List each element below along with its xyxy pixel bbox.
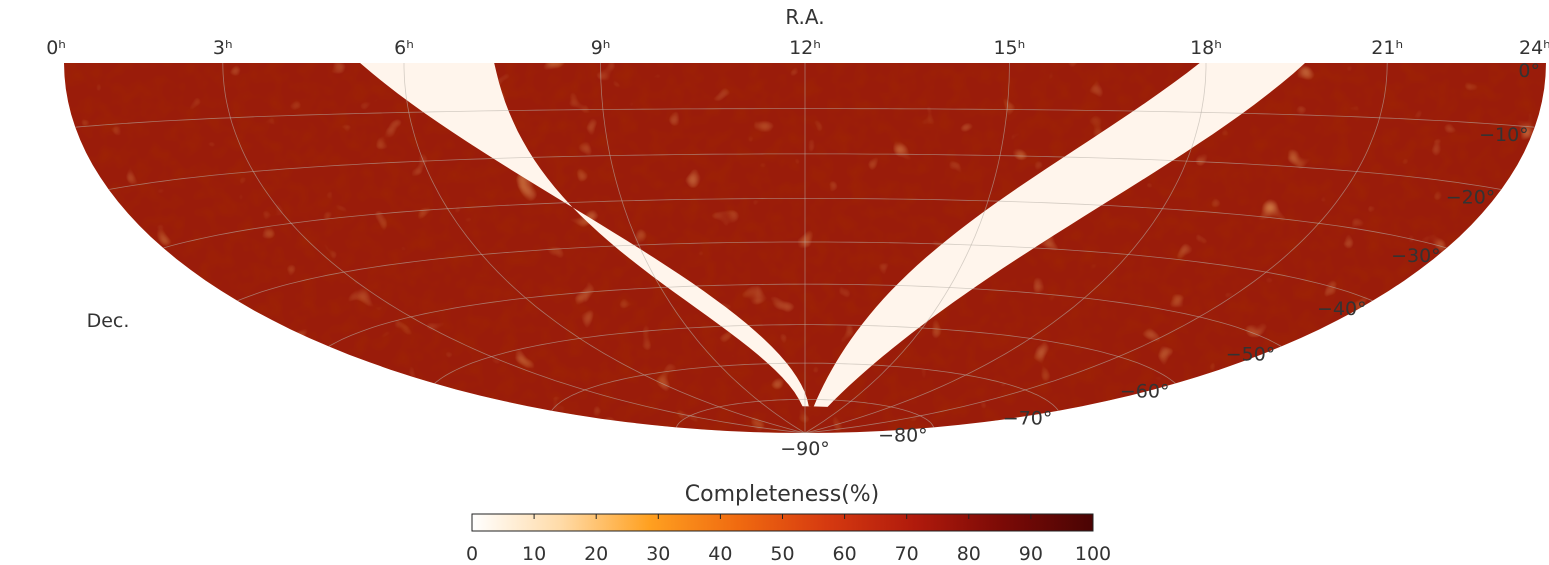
dec-tick-label: −80° bbox=[878, 424, 928, 446]
colorbar-tick-label: 40 bbox=[708, 543, 732, 565]
ra-tick-label: 12ʰ bbox=[789, 37, 821, 59]
colorbar-tick-label: 60 bbox=[833, 543, 857, 565]
dec-tick-label: −20° bbox=[1446, 187, 1496, 209]
dec-tick-label: 0° bbox=[1518, 60, 1540, 82]
colorbar-tick-label: 90 bbox=[1019, 543, 1043, 565]
ra-gridline bbox=[600, 63, 806, 433]
low-completeness-band bbox=[360, 63, 1306, 407]
colorbar-tick-label: 100 bbox=[1075, 543, 1111, 565]
ra-tick-label: 6ʰ bbox=[394, 37, 414, 59]
y-axis-label: Dec. bbox=[87, 310, 130, 332]
ra-tick-label: 3ʰ bbox=[213, 37, 233, 59]
ra-gridline bbox=[804, 63, 1207, 433]
colorbar-tick-label: 0 bbox=[466, 543, 478, 565]
colorbar-tick-label: 80 bbox=[957, 543, 981, 565]
ra-tick-label: 24ʰ bbox=[1519, 37, 1549, 59]
dec-tick-labels: 0° −10° −20° −30° −40° −50° −60° −70° −80° −90° bbox=[780, 60, 1540, 460]
colorbar-tick-label: 50 bbox=[770, 543, 794, 565]
colorbar-label: Completeness(%) bbox=[685, 482, 880, 507]
grid-lines bbox=[75, 63, 1535, 433]
colorbar-ticks: 0 10 20 30 40 50 60 70 80 90 100 bbox=[466, 514, 1111, 565]
dec-tick-label: −70° bbox=[1003, 408, 1053, 430]
ra-gridline bbox=[403, 63, 806, 433]
colorbar-tick-label: 10 bbox=[522, 543, 546, 565]
ra-tick-label: 18ʰ bbox=[1190, 37, 1222, 59]
ra-tick-label: 9ʰ bbox=[591, 37, 611, 59]
colorbar-tick-label: 30 bbox=[646, 543, 670, 565]
dec-tick-label: −30° bbox=[1391, 245, 1441, 267]
colorbar-tick-label: 70 bbox=[895, 543, 919, 565]
ra-tick-labels: 24ʰ 21ʰ 18ʰ 15ʰ 12ʰ 9ʰ 6ʰ 3ʰ 0ʰ bbox=[46, 37, 1549, 59]
dec-tick-label: −60° bbox=[1120, 380, 1170, 402]
ra-tick-label: 0ʰ bbox=[46, 37, 66, 59]
dec-tick-label: −90° bbox=[780, 438, 830, 460]
dec-tick-label: −10° bbox=[1479, 124, 1529, 146]
ra-gridline bbox=[804, 63, 1010, 433]
colorbar-tick-label: 20 bbox=[584, 543, 608, 565]
dec-tick-label: −40° bbox=[1317, 298, 1367, 320]
dec-tick-label: −50° bbox=[1226, 343, 1276, 365]
ra-gridline bbox=[804, 63, 1388, 433]
x-axis-label: R.A. bbox=[785, 5, 824, 29]
ra-tick-label: 15ʰ bbox=[993, 37, 1025, 59]
ra-gridline bbox=[222, 63, 806, 433]
ra-tick-label: 21ʰ bbox=[1371, 37, 1403, 59]
